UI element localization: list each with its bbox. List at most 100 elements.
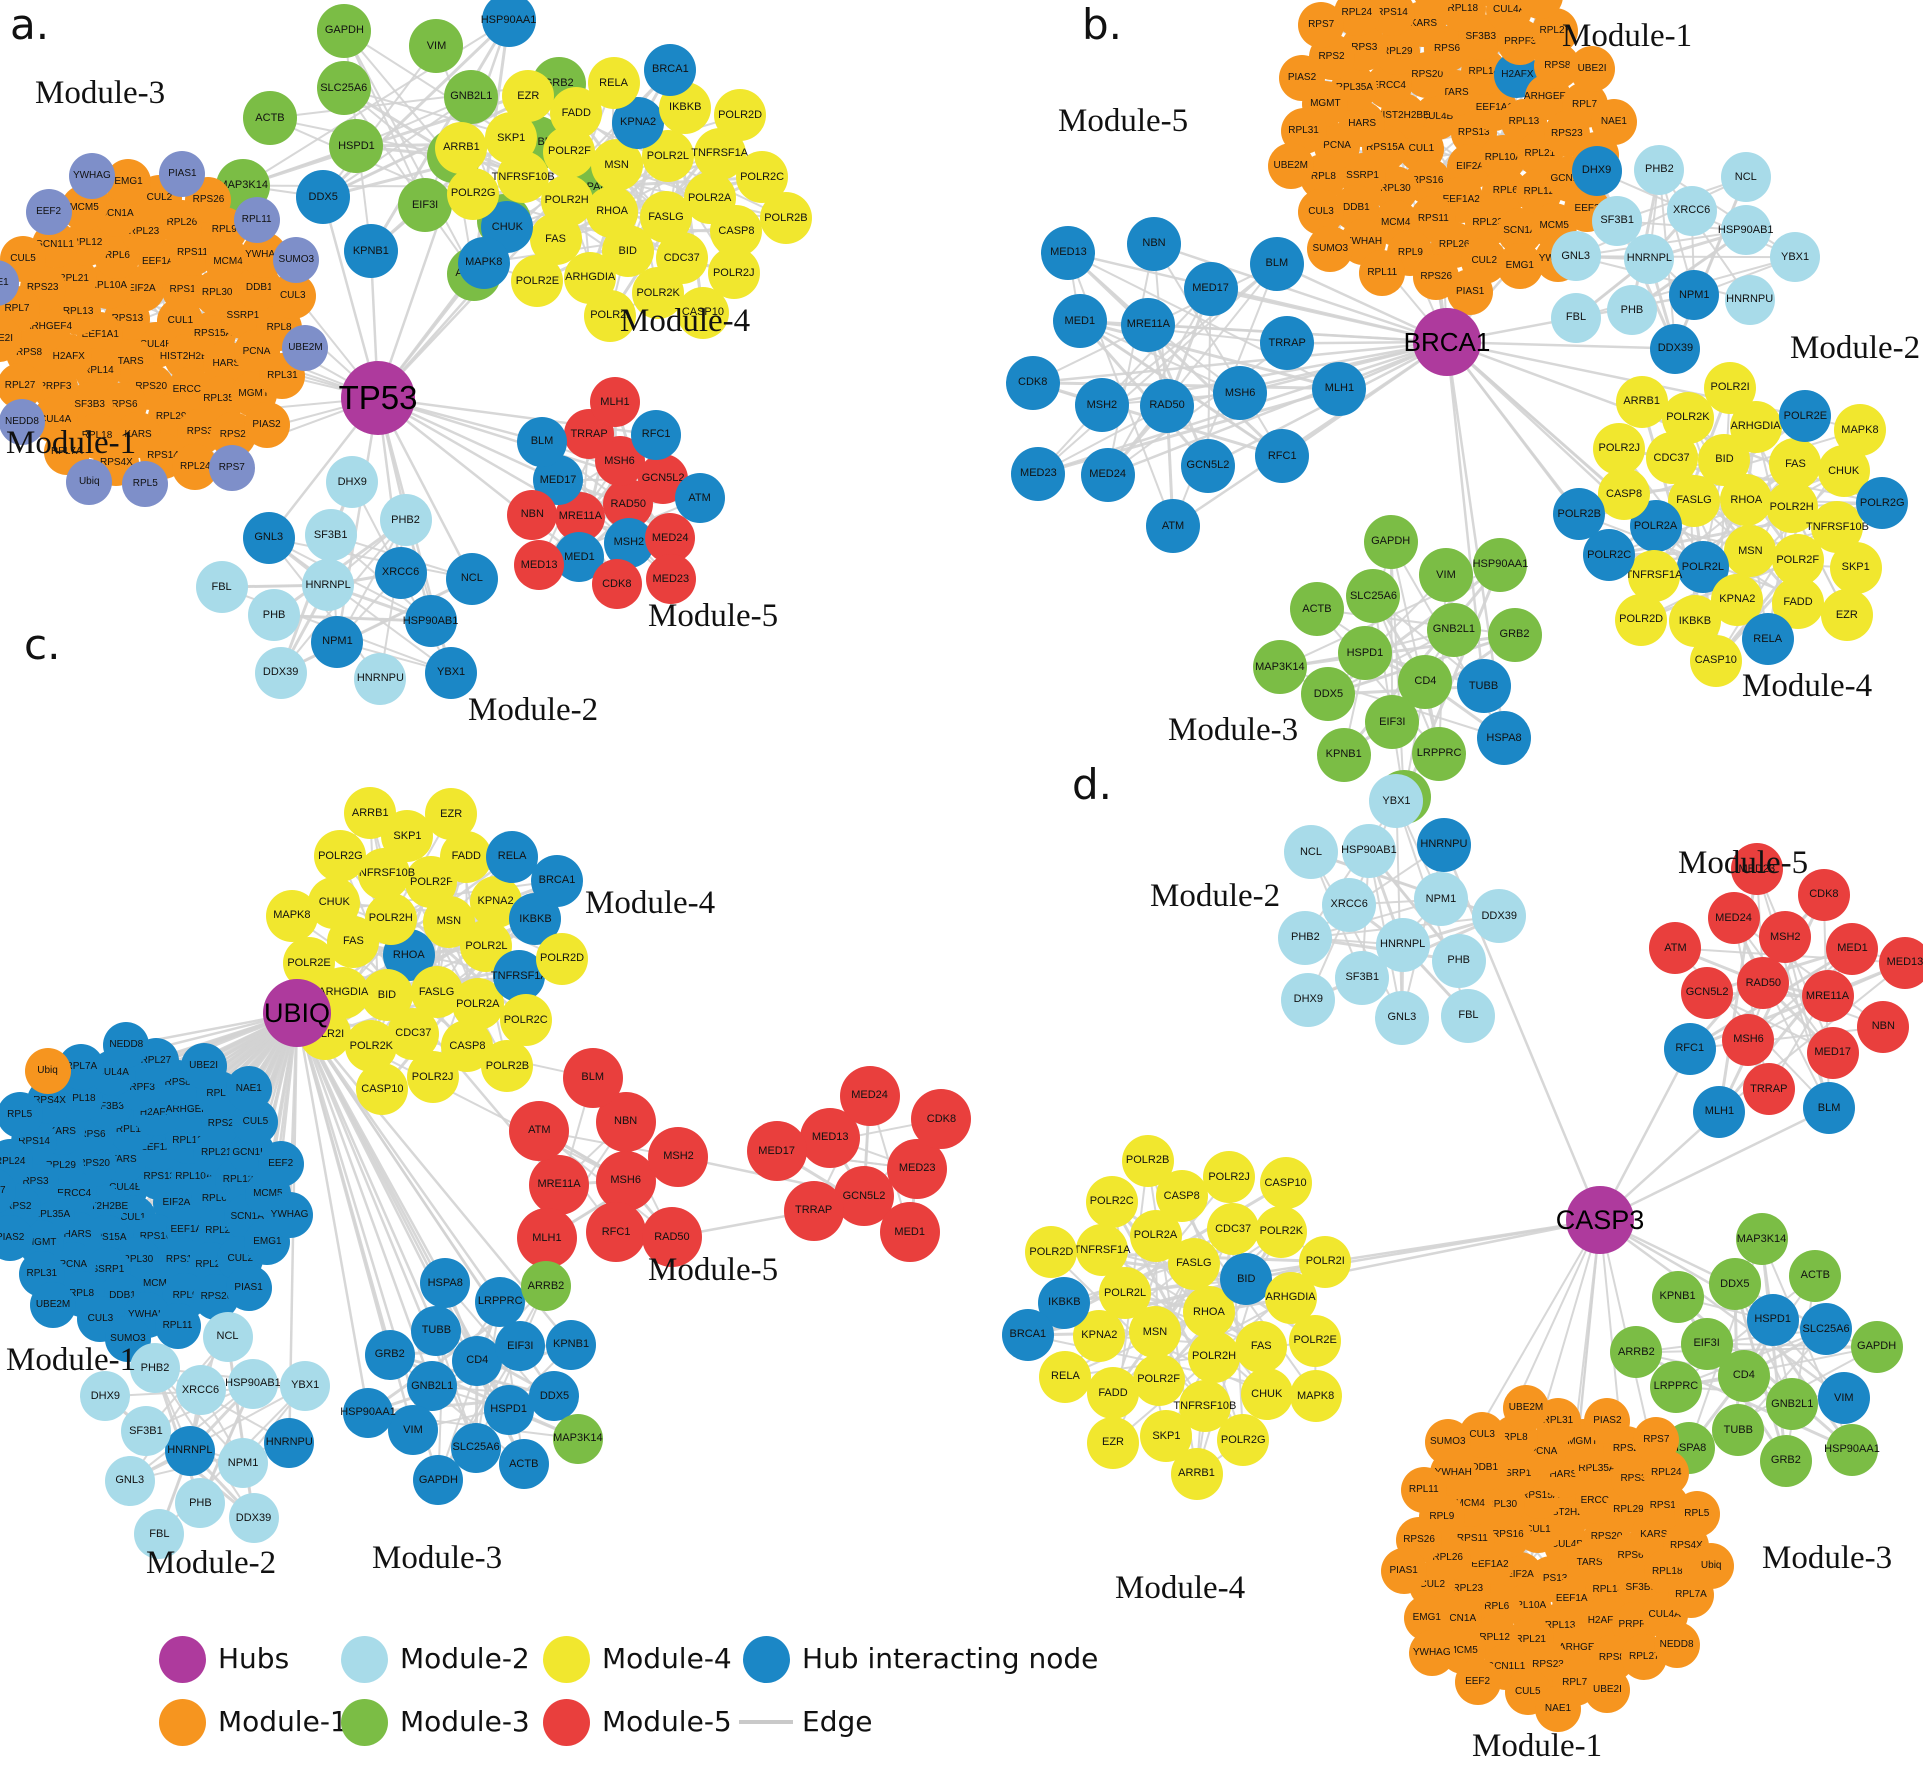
node-b-PIAS1: PIAS1: [1447, 269, 1494, 316]
node-b-PIAS2: PIAS2: [1279, 54, 1325, 101]
module-label-b-m1: Module-1: [1562, 18, 1693, 54]
module-label-c-m4: Module-4: [585, 885, 716, 921]
node-b-MED13: MED13: [1041, 225, 1096, 280]
node-a-SUMO3: SUMO3: [273, 236, 320, 283]
node-a-RPL5: RPL5: [122, 461, 169, 508]
node-b-POLR2B: POLR2B: [1553, 488, 1606, 541]
node-b-UBE2M: UBE2M: [1267, 142, 1314, 189]
node-a-NBN: NBN: [507, 489, 558, 540]
node-b-POLR2G: POLR2G: [1856, 477, 1909, 530]
edge: [295, 1012, 434, 1387]
edge: [1442, 844, 1602, 1221]
node-a-DDX5: DDX5: [296, 170, 351, 225]
node-c-CASP10: CASP10: [356, 1063, 409, 1116]
edge: [129, 1384, 306, 1482]
node-b-TNFRSF1A: TNFRSF1A: [1625, 549, 1682, 602]
node-c-BRCA1: BRCA1: [531, 854, 583, 907]
node-a-POLR2B: POLR2B: [759, 192, 812, 245]
node-b-DDX5: DDX5: [1301, 667, 1356, 722]
edge: [242, 19, 510, 187]
module-label-a-m1: Module-1: [6, 425, 137, 461]
node-c-EMG1: EMG1: [244, 1218, 291, 1265]
node-b-RPL5: RPL5: [1376, 0, 1423, 2]
legend-swatch-module-2: [340, 1635, 388, 1683]
node-a-PHB2: PHB2: [379, 494, 432, 546]
node-b-EZR: EZR: [1820, 589, 1873, 642]
legend-swatch-module-3: [340, 1698, 388, 1746]
node-b-MSH6: MSH6: [1213, 366, 1268, 421]
node-a-ATM: ATM: [674, 473, 725, 524]
node-b-MAP3K14: MAP3K14: [1252, 640, 1307, 695]
node-c-MLH1: MLH1: [516, 1208, 577, 1269]
node-a-POLR2K: POLR2K: [632, 267, 685, 320]
node-a-POLR2D: POLR2D: [714, 89, 767, 142]
node-b-RPL7A: RPL7A: [1463, 0, 1510, 6]
node-a-BRCA1: BRCA1: [644, 43, 697, 96]
edge: [1106, 243, 1155, 476]
node-b-XRCC6: XRCC6: [1666, 185, 1717, 236]
node-b-MED23: MED23: [1011, 446, 1066, 501]
node-c-ATM: ATM: [509, 1100, 570, 1161]
module-label-a-m4: Module-4: [620, 303, 751, 339]
node-a-HSP90AA1: HSP90AA1: [481, 0, 536, 48]
node-b-FAS: FAS: [1769, 438, 1822, 491]
legend-label: Hubs: [218, 1642, 290, 1675]
node-c-RAD50: RAD50: [641, 1207, 702, 1268]
edge: [1037, 262, 1278, 475]
node-a-UBE2I: UBE2I: [0, 315, 22, 362]
edge: [1689, 1025, 1884, 1050]
hub-node-BRCA1: BRCA1: [1404, 308, 1490, 376]
node-b-KPNB1: KPNB1: [1316, 727, 1371, 782]
node-a-MAPK8: MAPK8: [457, 236, 510, 289]
edge: [295, 1012, 525, 1465]
node-b-MSH2: MSH2: [1074, 378, 1129, 433]
node-b-POLR2I: POLR2I: [1704, 361, 1757, 414]
edge: [1107, 342, 1288, 476]
node-a-HSP90AB1: HSP90AB1: [403, 595, 458, 648]
legend-label: Module-4: [602, 1642, 732, 1675]
node-a-HNRNPL: HNRNPL: [302, 559, 355, 612]
edge: [268, 536, 473, 580]
node-c-PIAS1: PIAS1: [225, 1265, 272, 1312]
node-b-HSPD1: HSPD1: [1337, 626, 1392, 681]
panel-letter-b: b.: [1082, 0, 1123, 49]
edge: [295, 1012, 370, 1413]
module-label-a-m3: Module-3: [35, 75, 166, 111]
node-b-DHX9: DHX9: [1571, 145, 1622, 196]
node-b-ACTB: ACTB: [1289, 582, 1344, 637]
node-b-TRRAP: TRRAP: [1260, 316, 1315, 371]
node-b-MED17: MED17: [1183, 261, 1238, 316]
node-a-PHB: PHB: [248, 589, 301, 642]
node-b-NBN: NBN: [1127, 216, 1181, 271]
edge: [1599, 1106, 1830, 1222]
node-a-BLM: BLM: [517, 416, 568, 467]
node-b-PHB: PHB: [1606, 285, 1657, 336]
node-c-Ubiq: Ubiq: [24, 1048, 71, 1095]
node-b-RPS7: RPS7: [1298, 1, 1345, 48]
legend-swatch-module-4: [542, 1635, 590, 1683]
edge: [295, 1012, 438, 1332]
edge: [1316, 608, 1515, 636]
node-a-YBX1: YBX1: [425, 646, 478, 699]
node-a-EEF2: EEF2: [25, 189, 72, 236]
node-c-NEDD8: NEDD8: [103, 1022, 150, 1069]
node-b-POLR2C: POLR2C: [1583, 529, 1636, 582]
legend-label: Module-1: [218, 1705, 348, 1738]
node-b-GCN5L2: GCN5L2: [1180, 438, 1235, 493]
node-b-RFC1: RFC1: [1255, 429, 1310, 484]
legend-label: Hub interacting node: [802, 1642, 1099, 1675]
node-a-FBL: FBL: [195, 561, 248, 613]
node-a-KPNB1: KPNB1: [343, 224, 398, 279]
node-c-BLM: BLM: [562, 1047, 623, 1108]
node-a-RPL31: RPL31: [259, 353, 306, 399]
node-c-NAE1: NAE1: [225, 1065, 272, 1112]
module-label-c-m1: Module-1: [6, 1342, 137, 1378]
node-a-GAPDH: GAPDH: [317, 3, 372, 58]
edge: [295, 1012, 391, 1355]
node-c-POLR2J: POLR2J: [406, 1051, 459, 1104]
node-b-YBX1: YBX1: [1770, 232, 1821, 283]
edge: [1107, 340, 1448, 477]
edge: [268, 537, 452, 674]
